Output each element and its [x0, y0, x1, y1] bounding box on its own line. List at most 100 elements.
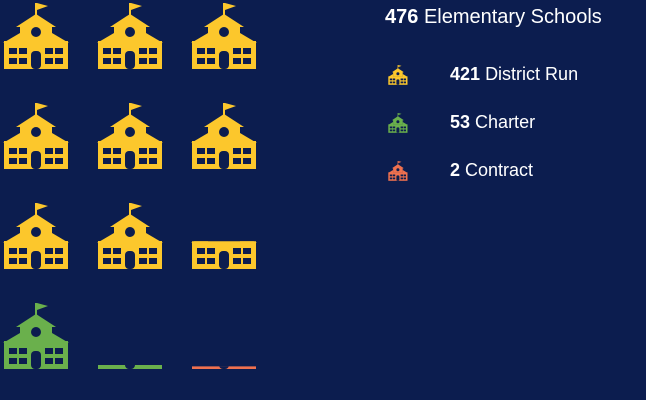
wing-roof-right [52, 33, 69, 43]
legend-entry: 53 Charter [450, 112, 535, 132]
school-icon [97, 3, 163, 69]
clock [125, 27, 135, 37]
door [31, 151, 41, 169]
window [197, 258, 205, 264]
door [31, 51, 41, 69]
door [396, 127, 400, 133]
legend-value: 421 [450, 64, 480, 84]
window [389, 129, 393, 132]
door [31, 351, 41, 369]
window [45, 158, 53, 164]
school-icon [3, 203, 69, 269]
window [233, 258, 241, 264]
flag-pole [35, 303, 37, 317]
legend-entry: 421 District Run [450, 64, 578, 84]
window [55, 148, 63, 154]
school-icon [97, 103, 163, 169]
window [243, 158, 251, 164]
window [403, 174, 406, 177]
clock [396, 168, 400, 172]
window [19, 158, 27, 164]
wing-roof-right [402, 122, 408, 125]
window [392, 177, 396, 180]
window [45, 58, 53, 64]
window [45, 248, 53, 254]
flag-pole [35, 103, 37, 117]
roof [110, 14, 150, 27]
flag-pole [129, 203, 131, 217]
legend-entry: 2 Contract [450, 160, 533, 180]
roof [204, 114, 244, 127]
school-icon [3, 103, 69, 169]
roof [110, 114, 150, 127]
flag [37, 303, 48, 310]
window [400, 81, 403, 84]
window [139, 48, 147, 54]
roof [110, 214, 150, 227]
window [113, 48, 121, 54]
window [9, 48, 17, 54]
window [392, 126, 396, 129]
legend-icon [388, 65, 408, 85]
school-icon [98, 365, 162, 369]
door [396, 175, 400, 181]
window [19, 358, 27, 364]
wing-roof-right [402, 170, 408, 173]
wing-roof-left [3, 233, 20, 243]
window [103, 158, 111, 164]
window [403, 78, 406, 81]
window [389, 126, 393, 129]
window [207, 258, 215, 264]
window [403, 81, 406, 84]
window [389, 78, 393, 81]
window [9, 58, 17, 64]
window [403, 129, 406, 132]
window [403, 126, 406, 129]
flag-pole [397, 161, 399, 166]
window [139, 248, 147, 254]
flag-pole [223, 103, 225, 117]
window [113, 58, 121, 64]
window [233, 58, 241, 64]
window [392, 174, 396, 177]
wing-roof-right [146, 233, 163, 243]
window [113, 258, 121, 264]
window [149, 158, 157, 164]
window [139, 158, 147, 164]
window [389, 81, 393, 84]
window [55, 58, 63, 64]
flag-pole [129, 3, 131, 17]
door [31, 251, 41, 269]
wing-roof-left [97, 33, 114, 43]
window [55, 348, 63, 354]
window [149, 248, 157, 254]
door [219, 151, 229, 169]
wing-roof-left [3, 333, 20, 343]
flag [131, 203, 142, 210]
window [233, 248, 241, 254]
clock [31, 27, 41, 37]
window [103, 48, 111, 54]
window [392, 81, 396, 84]
window [243, 148, 251, 154]
clock [219, 127, 229, 137]
window [113, 158, 121, 164]
window [233, 48, 241, 54]
roof [391, 164, 404, 169]
flag [225, 3, 236, 10]
clock [396, 72, 400, 76]
legend-value: 2 [450, 160, 460, 180]
window [103, 148, 111, 154]
school-icon [191, 241, 257, 269]
legend-label: District Run [485, 64, 578, 84]
wing-roof-right [52, 233, 69, 243]
window [45, 48, 53, 54]
window [45, 258, 53, 264]
flag [225, 103, 236, 110]
school-icon [191, 103, 257, 169]
window [19, 48, 27, 54]
door [125, 365, 135, 369]
window [400, 129, 403, 132]
school-icon [97, 203, 163, 269]
